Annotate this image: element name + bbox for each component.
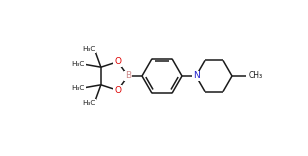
Text: H₃C: H₃C: [82, 46, 95, 52]
Text: H₃C: H₃C: [72, 61, 85, 67]
Text: CH₃: CH₃: [249, 71, 263, 80]
Text: H₃C: H₃C: [72, 85, 85, 91]
Text: N: N: [192, 71, 199, 80]
Text: B: B: [125, 71, 131, 80]
Text: H₃C: H₃C: [82, 100, 95, 106]
Text: O: O: [114, 86, 121, 95]
Text: O: O: [114, 57, 121, 66]
